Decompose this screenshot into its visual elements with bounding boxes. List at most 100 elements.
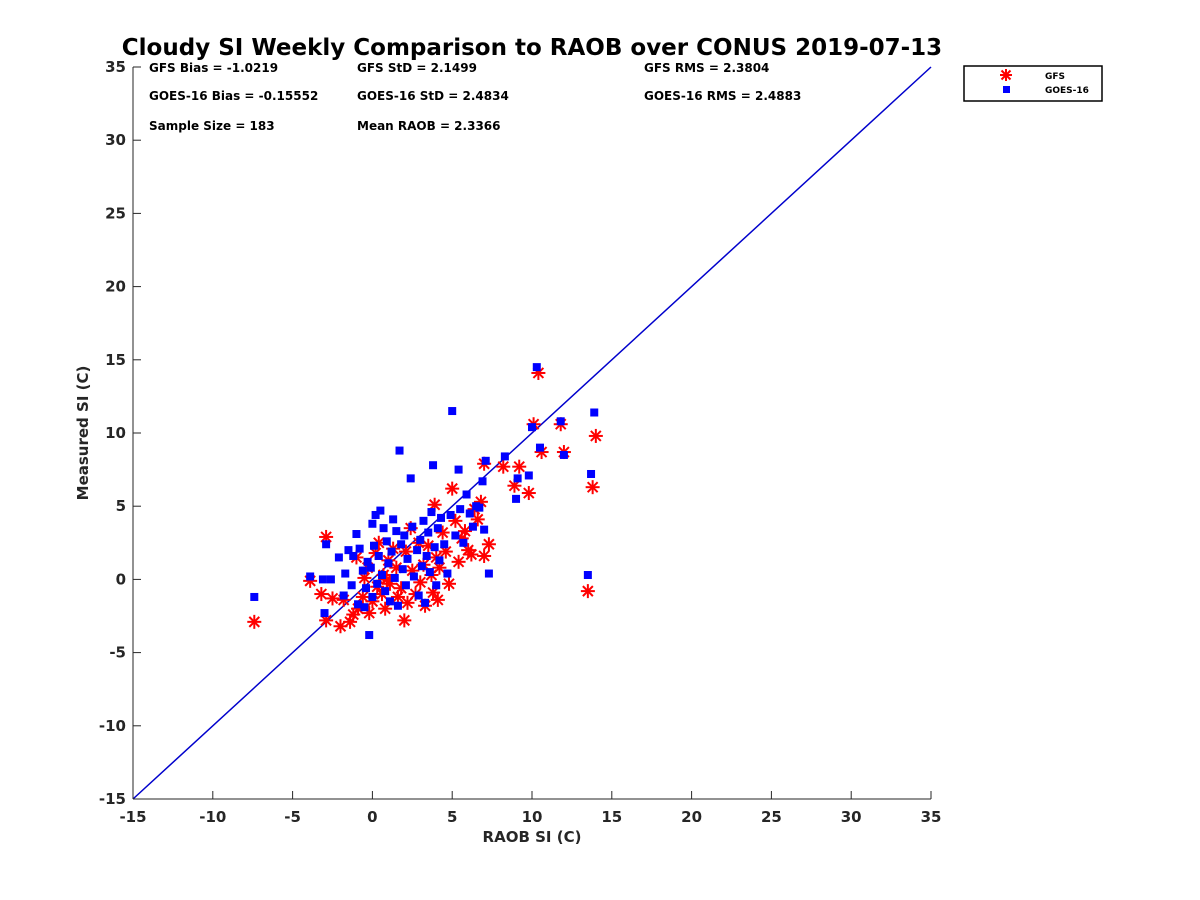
goes16-point xyxy=(349,551,358,560)
legend-box xyxy=(963,65,1103,102)
y-tick-label: 30 xyxy=(105,131,126,149)
goes16-point xyxy=(347,581,356,590)
goes16-point xyxy=(366,563,375,572)
goes16-point xyxy=(424,528,433,537)
x-tick-label: -10 xyxy=(199,808,226,826)
goes16-point xyxy=(427,508,436,517)
goes16-point xyxy=(376,506,385,515)
x-axis-label: RAOB SI (C) xyxy=(483,828,582,846)
goes16-point xyxy=(322,540,331,549)
goes16-point xyxy=(406,474,415,483)
goes16-point xyxy=(419,516,428,525)
y-tick-label: 20 xyxy=(105,278,126,296)
goes16-point xyxy=(456,505,465,514)
gfs-point xyxy=(445,481,460,496)
goes16-point xyxy=(500,452,509,461)
stat-gfs-rms: GFS RMS = 2.3804 xyxy=(644,61,769,75)
goes16-point xyxy=(481,456,490,465)
gfs-point xyxy=(588,428,603,443)
goes16-point xyxy=(433,524,442,533)
stat-sample-size: Sample Size = 183 xyxy=(149,119,275,133)
goes16-point xyxy=(451,531,460,540)
goes16-point xyxy=(390,573,399,582)
goes16-point xyxy=(377,571,386,580)
gfs-point xyxy=(325,591,340,606)
gfs-point xyxy=(451,554,466,569)
goes16-point xyxy=(369,541,378,550)
goes16-point xyxy=(590,408,599,417)
stat-goes-rms: GOES-16 RMS = 2.4883 xyxy=(644,89,801,103)
gfs-point xyxy=(442,576,457,591)
gfs-point xyxy=(430,592,445,607)
goes16-point xyxy=(425,568,434,577)
goes16-point xyxy=(384,559,393,568)
goes16-point xyxy=(398,565,407,574)
gfs-point xyxy=(464,547,479,562)
goes16-point xyxy=(344,546,353,555)
x-tick-label: 30 xyxy=(841,808,862,826)
gfs-point xyxy=(397,613,412,628)
goes16-point xyxy=(446,510,455,519)
gfs-point xyxy=(314,587,329,602)
goes16-point xyxy=(440,540,449,549)
goes16-point xyxy=(408,522,417,531)
goes16-point xyxy=(417,562,426,571)
gfs-point xyxy=(521,486,536,501)
y-tick-label: -15 xyxy=(99,790,126,808)
gfs-point xyxy=(481,537,496,552)
goes16-point xyxy=(468,522,477,531)
stat-gfs-std: GFS StD = 2.1499 xyxy=(357,61,477,75)
y-tick-label: 25 xyxy=(105,204,126,222)
stat-goes-bias: GOES-16 Bias = -0.15552 xyxy=(149,89,318,103)
x-tick-label: 15 xyxy=(601,808,622,826)
gfs-point xyxy=(512,459,527,474)
goes16-point xyxy=(559,450,568,459)
x-tick-label: 35 xyxy=(921,808,942,826)
goes16-point xyxy=(414,591,423,600)
goes16-point xyxy=(392,527,401,536)
goes16-point xyxy=(250,592,259,601)
y-tick-label: -5 xyxy=(109,644,126,662)
y-tick-label: 0 xyxy=(116,570,126,588)
gfs-point xyxy=(477,548,492,563)
chart-title: Cloudy SI Weekly Comparison to RAOB over… xyxy=(122,35,942,61)
goes16-point xyxy=(454,465,463,474)
legend-gfs-label: GFS xyxy=(1045,72,1065,82)
goes16-point xyxy=(397,540,406,549)
goes16-point xyxy=(432,581,441,590)
goes16-point xyxy=(401,581,410,590)
goes16-point xyxy=(339,591,348,600)
legend-goes-label: GOES-16 xyxy=(1045,86,1089,96)
goes16-point xyxy=(379,524,388,533)
gfs-point xyxy=(496,459,511,474)
goes16-point xyxy=(395,446,404,455)
goes16-point xyxy=(448,407,457,416)
goes16-point xyxy=(363,557,372,566)
goes16-point xyxy=(528,423,536,432)
goes16-point xyxy=(484,569,493,578)
goes16-point xyxy=(465,509,474,518)
gfs-point xyxy=(585,480,600,495)
y-tick-label: 35 xyxy=(105,58,126,76)
goes16-point xyxy=(385,597,394,606)
goes16-point xyxy=(318,575,327,584)
goes16-point xyxy=(435,556,444,565)
goes16-point xyxy=(524,471,533,480)
goes16-point xyxy=(355,544,364,553)
goes16-point xyxy=(341,569,350,578)
x-tick-label: 0 xyxy=(367,808,377,826)
y-tick-label: -10 xyxy=(99,717,126,735)
x-tick-label: 5 xyxy=(447,808,457,826)
goes16-point xyxy=(587,469,596,478)
legend: GFS GOES-16 xyxy=(963,65,1103,102)
gfs-point xyxy=(457,524,472,539)
goes16-point xyxy=(430,543,439,552)
goes16-point xyxy=(334,553,343,562)
goes16-point xyxy=(535,443,544,452)
goes16-point xyxy=(480,525,489,534)
goes16-point xyxy=(365,631,374,640)
x-tick-label: 20 xyxy=(681,808,702,826)
x-tick-label: -5 xyxy=(284,808,301,826)
goes16-point xyxy=(422,551,431,560)
goes16-point xyxy=(400,531,409,540)
